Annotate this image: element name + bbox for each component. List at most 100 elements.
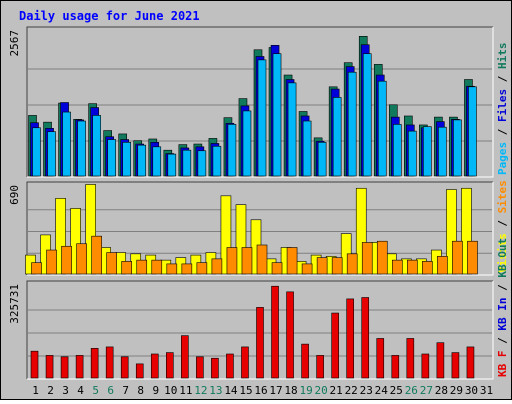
volume-panel: 325731 KB F / KB In / KB Out <box>8 238 509 380</box>
visitors-bar-sites <box>256 244 268 275</box>
volume-bar-kb-f <box>135 363 144 379</box>
requests-bar-pages <box>122 142 132 177</box>
requests-bar-pages <box>242 110 252 177</box>
x-tick-label: 9 <box>152 384 159 397</box>
x-tick-label: 26 <box>405 384 418 397</box>
x-tick-label: 30 <box>465 384 478 397</box>
x-tick-label: 31 <box>480 384 493 397</box>
x-tick-label: 12 <box>194 384 207 397</box>
volume-legend: KB F / KB In / KB Out <box>496 238 509 377</box>
x-tick-label: 29 <box>450 384 463 397</box>
volume-bar-kb-f <box>196 356 204 379</box>
visitors-bar-sites <box>316 257 328 275</box>
visitors-bar-sites <box>407 259 418 275</box>
visitors-legend-separator: / <box>496 213 509 233</box>
requests-bar-pages <box>408 130 417 177</box>
requests-bar-pages <box>152 146 162 177</box>
requests-legend-item: Pages <box>496 142 509 175</box>
volume-bar-kb-f <box>75 355 84 379</box>
x-tick-label: 18 <box>284 384 297 397</box>
x-tick-label: 23 <box>360 384 373 397</box>
requests-bar-pages <box>47 131 56 177</box>
visitors-bar-sites <box>166 263 178 275</box>
volume-bar-kb-f <box>466 346 475 379</box>
visitors-border-light <box>27 182 494 276</box>
visitors-bar-visits <box>355 187 367 275</box>
visitors-legend: Visits / Sites <box>496 180 509 273</box>
x-tick-label: 16 <box>254 384 267 397</box>
requests-border-light <box>27 27 494 178</box>
x-tick-label: 4 <box>77 384 84 397</box>
requests-bar-pages <box>453 119 462 177</box>
requests-border-dark <box>26 26 493 177</box>
x-tick-label: 10 <box>164 384 177 397</box>
visitors-bar-sites <box>196 262 208 275</box>
requests-bar-pages <box>212 145 222 177</box>
requests-bar-pages <box>362 53 372 177</box>
volume-bar-kb-f <box>120 356 129 379</box>
volume-bar-kb-f <box>271 285 279 379</box>
requests-bar-pages <box>392 124 402 177</box>
visitors-bar-visits <box>461 187 472 275</box>
visitors-bar-sites <box>46 249 57 275</box>
requests-panel: 2567 Pages / Files / Hits <box>8 26 509 178</box>
visitors-bar-visits <box>85 184 96 275</box>
x-tick-label: 11 <box>179 384 192 397</box>
visitors-bar-sites <box>391 259 403 275</box>
requests-bar-pages <box>468 86 477 177</box>
requests-bar-pages <box>62 111 71 177</box>
volume-bar-kb-f <box>241 346 249 379</box>
volume-legend-item: KB F <box>496 351 509 378</box>
visitors-bar-sites <box>106 252 117 275</box>
x-tick-label: 28 <box>435 384 448 397</box>
volume-bar-kb-f <box>451 352 460 379</box>
volume-border-dark <box>26 280 493 379</box>
visitors-legend-item: Visits <box>496 233 509 273</box>
visitors-bar-sites <box>361 242 373 275</box>
x-tick-label: 20 <box>315 384 328 397</box>
visitors-bar-sites <box>31 262 42 275</box>
requests-bar-pages <box>257 59 267 177</box>
visitors-bar-sites <box>467 240 478 275</box>
visitors-bar-sites <box>301 263 313 275</box>
volume-bar-kb-f <box>376 338 385 379</box>
x-tick-label: 19 <box>299 384 312 397</box>
volume-legend-separator: / <box>496 331 509 351</box>
requests-bar-pages <box>92 115 101 177</box>
volume-legend-separator: / <box>496 278 509 298</box>
volume-bar-kb-f <box>436 342 445 379</box>
volume-bar-kb-f <box>361 297 370 379</box>
x-tick-label: 13 <box>209 384 222 397</box>
x-tick-label: 8 <box>137 384 144 397</box>
visitors-bar-visits <box>446 189 457 275</box>
x-tick-label: 2 <box>47 384 54 397</box>
x-tick-label: 24 <box>375 384 389 397</box>
visitors-bar-sites <box>61 245 72 275</box>
visitors-ymax-label: 690 <box>8 185 21 205</box>
volume-bar-kb-f <box>181 335 189 379</box>
volume-bar-kb-f <box>346 298 354 379</box>
requests-bar-pages <box>32 127 41 177</box>
volume-bar-kb-f <box>421 353 430 379</box>
requests-legend: Pages / Files / Hits <box>496 43 509 176</box>
x-tick-label: 6 <box>107 384 114 397</box>
requests-bar-pages <box>423 126 432 177</box>
requests-bar-pages <box>137 144 147 177</box>
visitors-bar-visits <box>220 195 232 275</box>
requests-bar-pages <box>317 142 327 177</box>
requests-bar-pages <box>377 80 387 177</box>
requests-legend-item: Hits <box>496 43 509 70</box>
visitors-panel: 690 Visits / Sites <box>8 180 509 276</box>
volume-bar-kb-f <box>30 350 39 379</box>
chart-title: Daily usage for June 2021 <box>19 9 200 23</box>
x-tick-label: 27 <box>420 384 433 397</box>
visitors-bar-sites <box>76 243 87 275</box>
volume-bar-kb-f <box>211 357 219 379</box>
volume-bar-kb-f <box>90 348 99 379</box>
visitors-legend-item: Sites <box>496 180 509 213</box>
volume-bar-kb-f <box>105 346 114 379</box>
x-tick-label: 1 <box>32 384 39 397</box>
x-tick-label: 14 <box>224 384 238 397</box>
